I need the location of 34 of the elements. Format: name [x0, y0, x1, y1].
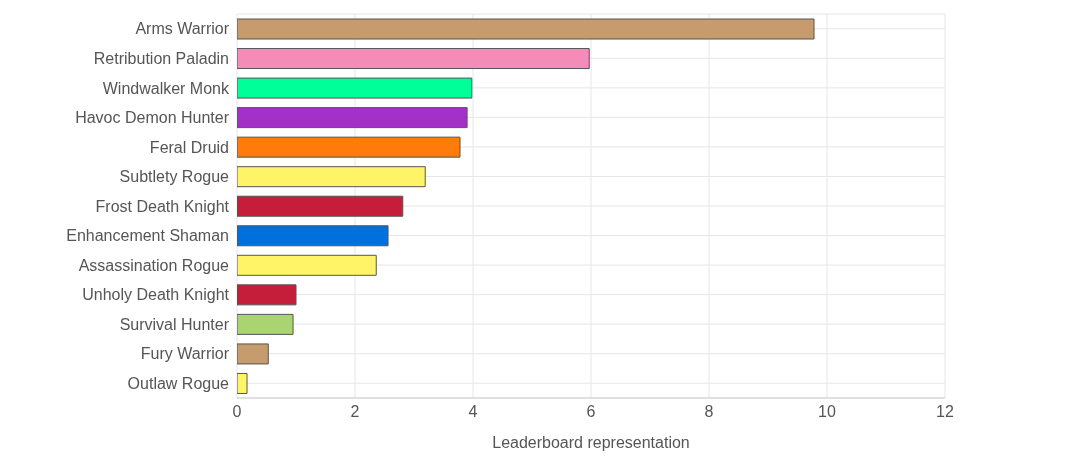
bar [237, 136, 461, 158]
bar [237, 48, 590, 70]
x-tick-label: 6 [586, 403, 596, 421]
y-tick-label: Fury Warrior [140, 345, 230, 363]
bar [237, 18, 815, 40]
y-tick-label: Arms Warrior [135, 20, 230, 38]
x-tick-label: 8 [704, 403, 714, 421]
bar [237, 313, 294, 335]
y-tick-label: Havoc Demon Hunter [75, 109, 230, 127]
x-tick-label: 12 [936, 403, 954, 421]
bar [237, 77, 473, 99]
y-tick-label: Unholy Death Knight [82, 286, 230, 304]
bar [237, 225, 389, 247]
y-tick-label: Survival Hunter [119, 315, 230, 333]
y-tick-label: Feral Druid [149, 138, 229, 156]
bar [237, 166, 426, 188]
bar [237, 284, 297, 306]
x-tick-label: 2 [350, 403, 360, 421]
y-tick-label: Frost Death Knight [95, 197, 230, 215]
bar [237, 343, 269, 365]
bar [237, 195, 404, 217]
y-tick-label: Windwalker Monk [102, 79, 230, 97]
bar [237, 372, 248, 394]
y-tick-label: Retribution Paladin [93, 49, 229, 67]
x-tick-label: 0 [232, 403, 242, 421]
bar [237, 254, 377, 276]
x-tick-label: 4 [468, 403, 478, 421]
bar [237, 107, 468, 129]
y-tick-label: Subtlety Rogue [119, 168, 230, 186]
y-tick-label: Enhancement Shaman [66, 227, 229, 245]
x-tick-label: 10 [818, 403, 836, 421]
y-tick-label: Assassination Rogue [78, 256, 230, 274]
y-tick-label: Outlaw Rogue [127, 374, 230, 392]
x-axis-title: Leaderboard representation [492, 434, 690, 451]
